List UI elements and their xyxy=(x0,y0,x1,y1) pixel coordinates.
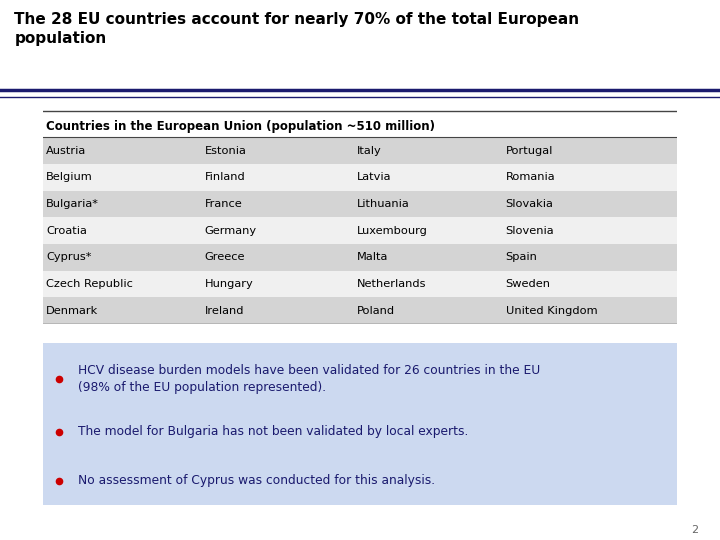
Text: Slovakia: Slovakia xyxy=(505,199,554,209)
FancyBboxPatch shape xyxy=(27,341,693,508)
Text: Netherlands: Netherlands xyxy=(357,279,426,289)
Text: Spain: Spain xyxy=(505,252,538,262)
Text: Countries in the European Union (population ~510 million): Countries in the European Union (populat… xyxy=(46,120,436,133)
Text: Germany: Germany xyxy=(204,226,257,235)
Text: United Kingdom: United Kingdom xyxy=(505,306,598,316)
Text: Slovenia: Slovenia xyxy=(505,226,554,235)
Text: Denmark: Denmark xyxy=(46,306,99,316)
Bar xyxy=(43,271,677,298)
Text: Latvia: Latvia xyxy=(357,172,392,182)
Text: Belgium: Belgium xyxy=(46,172,93,182)
Text: Portugal: Portugal xyxy=(505,145,553,156)
Text: Romania: Romania xyxy=(505,172,555,182)
Text: Ireland: Ireland xyxy=(204,306,244,316)
Text: HCV disease burden models have been validated for 26 countries in the EU
(98% of: HCV disease burden models have been vali… xyxy=(78,363,540,394)
Text: Cyprus*: Cyprus* xyxy=(46,252,91,262)
Text: France: France xyxy=(204,199,243,209)
Text: Croatia: Croatia xyxy=(46,226,87,235)
Bar xyxy=(43,137,677,164)
Text: Hungary: Hungary xyxy=(204,279,253,289)
Text: The 28 EU countries account for nearly 70% of the total European
population: The 28 EU countries account for nearly 7… xyxy=(14,12,580,46)
Text: Bulgaria*: Bulgaria* xyxy=(46,199,99,209)
Bar xyxy=(43,164,677,191)
Text: Austria: Austria xyxy=(46,145,86,156)
Text: No assessment of Cyprus was conducted for this analysis.: No assessment of Cyprus was conducted fo… xyxy=(78,474,435,487)
Bar xyxy=(43,244,677,271)
Text: Poland: Poland xyxy=(357,306,395,316)
Text: Finland: Finland xyxy=(204,172,246,182)
Text: Estonia: Estonia xyxy=(204,145,247,156)
Text: Italy: Italy xyxy=(357,145,382,156)
Text: Lithuania: Lithuania xyxy=(357,199,410,209)
Text: Greece: Greece xyxy=(204,252,246,262)
Text: Czech Republic: Czech Republic xyxy=(46,279,133,289)
Text: Sweden: Sweden xyxy=(505,279,551,289)
Text: 2: 2 xyxy=(691,524,698,535)
Bar xyxy=(43,217,677,244)
Text: The model for Bulgaria has not been validated by local experts.: The model for Bulgaria has not been vali… xyxy=(78,426,469,438)
Bar xyxy=(43,298,677,324)
Bar xyxy=(43,191,677,217)
Text: Luxembourg: Luxembourg xyxy=(357,226,428,235)
Text: Malta: Malta xyxy=(357,252,388,262)
